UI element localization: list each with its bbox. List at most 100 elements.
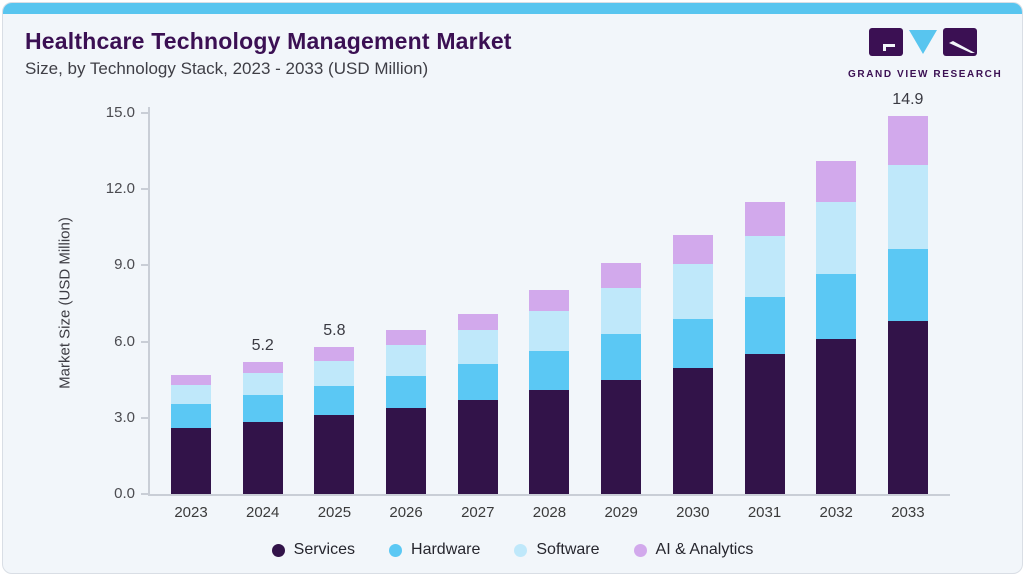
bar-segment-software[interactable] <box>529 311 570 351</box>
y-tick-label: 12.0 <box>105 180 135 198</box>
bar-segment-hardware[interactable] <box>314 386 355 416</box>
bars-container: 2023 5.2 2024 5.8 2025 2026 2027 2028 2029 2030 20… <box>149 91 950 521</box>
bar-segment-ai-analytics[interactable] <box>386 330 427 346</box>
bar-segment-services[interactable] <box>529 389 570 494</box>
bar-segment-software[interactable] <box>314 360 355 387</box>
bar-segment-software[interactable] <box>242 373 283 395</box>
bar-total-label: 14.9 <box>892 90 924 108</box>
bar-segment-software[interactable] <box>386 345 427 376</box>
bar-stack <box>887 115 928 494</box>
bar-2032[interactable]: 2032 <box>816 113 857 521</box>
bar-segment-services[interactable] <box>386 407 427 494</box>
bar-segment-software[interactable] <box>457 330 498 365</box>
bar-2023[interactable]: 2023 <box>171 113 211 521</box>
bar-segment-hardware[interactable] <box>171 403 211 428</box>
bar-2029[interactable]: 2029 <box>601 113 642 521</box>
bar-segment-ai-analytics[interactable] <box>601 262 642 289</box>
legend-dot <box>514 543 528 557</box>
stacked-bar-chart: Market Size (USD Million) 2023 5.2 2024 5.8… <box>3 3 1022 573</box>
x-tick-label: 2030 <box>676 504 710 521</box>
bar-segment-hardware[interactable] <box>457 364 498 401</box>
bar-segment-software[interactable] <box>816 201 857 275</box>
top-accent-bar <box>3 3 1022 14</box>
bar-segment-hardware[interactable] <box>601 333 642 380</box>
bar-2024[interactable]: 5.2 2024 <box>242 113 283 521</box>
legend-dot <box>389 543 403 557</box>
y-tick-label: 9.0 <box>114 256 135 274</box>
gvr-logo-icon <box>869 28 977 56</box>
legend-item-services[interactable]: Services <box>271 541 356 559</box>
x-tick-label: 2027 <box>461 504 495 521</box>
legend-label: Software <box>536 541 600 558</box>
bar-segment-ai-analytics[interactable] <box>242 361 283 374</box>
x-tick-label: 2033 <box>891 504 925 521</box>
y-tick-mark <box>141 112 149 114</box>
legend-item-ai-analytics[interactable]: AI & Analytics <box>633 541 754 559</box>
bar-2028[interactable]: 2028 <box>529 113 570 521</box>
bar-segment-ai-analytics[interactable] <box>816 161 857 202</box>
bar-segment-hardware[interactable] <box>242 394 283 422</box>
bar-stack <box>457 313 498 494</box>
legend-dot <box>633 543 647 557</box>
bar-total-label: 5.2 <box>251 336 274 354</box>
bar-segment-software[interactable] <box>672 264 713 319</box>
bar-segment-software[interactable] <box>744 236 785 298</box>
bar-segment-services[interactable] <box>816 339 857 494</box>
legend-label: Services <box>293 541 356 558</box>
bar-stack <box>744 201 785 494</box>
bar-segment-services[interactable] <box>457 400 498 494</box>
x-tick-label: 2029 <box>604 504 638 521</box>
bar-2031[interactable]: 2031 <box>744 113 785 521</box>
bar-segment-services[interactable] <box>242 421 283 494</box>
bar-segment-hardware[interactable] <box>744 297 785 355</box>
bar-segment-services[interactable] <box>601 379 642 494</box>
bar-segment-hardware[interactable] <box>887 248 928 322</box>
bar-segment-software[interactable] <box>601 288 642 334</box>
y-tick-label: 3.0 <box>114 408 135 426</box>
bar-segment-ai-analytics[interactable] <box>672 234 713 265</box>
x-tick-label: 2024 <box>246 504 280 521</box>
bar-segment-ai-analytics[interactable] <box>171 374 211 385</box>
bar-segment-hardware[interactable] <box>529 350 570 390</box>
bar-segment-services[interactable] <box>887 321 928 494</box>
bar-2033[interactable]: 14.9 2033 <box>887 91 928 521</box>
bar-segment-hardware[interactable] <box>386 375 427 408</box>
plot-area: 2023 5.2 2024 5.8 2025 2026 2027 2028 2029 2030 20… <box>106 91 950 521</box>
x-tick-label: 2031 <box>747 504 782 521</box>
legend-item-software[interactable]: Software <box>514 541 600 559</box>
y-tick-mark <box>141 340 149 343</box>
bar-segment-ai-analytics[interactable] <box>887 115 928 166</box>
page-title: Healthcare Technology Management Market <box>25 28 512 54</box>
bar-2027[interactable]: 2027 <box>457 113 498 521</box>
legend-label: Hardware <box>411 541 481 558</box>
bar-segment-software[interactable] <box>171 384 211 404</box>
legend-item-hardware[interactable]: Hardware <box>389 541 480 559</box>
bar-segment-services[interactable] <box>171 427 211 494</box>
bar-segment-services[interactable] <box>744 354 785 494</box>
bar-2026[interactable]: 2026 <box>386 113 427 521</box>
bar-segment-hardware[interactable] <box>816 274 857 340</box>
bar-stack <box>529 289 570 494</box>
bar-stack <box>242 361 283 494</box>
header: Healthcare Technology Management Market … <box>3 14 1022 80</box>
bar-segment-ai-analytics[interactable] <box>744 201 785 237</box>
legend-dot <box>271 543 285 557</box>
bar-segment-services[interactable] <box>672 368 713 494</box>
x-tick-label: 2023 <box>174 504 208 521</box>
bar-segment-ai-analytics[interactable] <box>457 313 498 331</box>
bar-segment-hardware[interactable] <box>672 318 713 369</box>
x-tick-label: 2026 <box>389 504 423 521</box>
x-axis-line <box>148 494 950 496</box>
bar-segment-services[interactable] <box>314 415 355 494</box>
bar-segment-software[interactable] <box>887 165 928 249</box>
bar-segment-ai-analytics[interactable] <box>529 289 570 312</box>
bar-stack <box>601 262 642 494</box>
legend-label: AI & Analytics <box>655 541 754 558</box>
x-tick-label: 2028 <box>532 504 567 521</box>
y-axis-title: Market Size (USD Million) <box>56 217 74 389</box>
bar-segment-ai-analytics[interactable] <box>314 346 355 361</box>
bar-2030[interactable]: 2030 <box>672 113 713 521</box>
bar-stack <box>314 346 355 494</box>
bar-2025[interactable]: 5.8 2025 <box>314 113 355 521</box>
y-tick-label: 0.0 <box>114 485 135 502</box>
